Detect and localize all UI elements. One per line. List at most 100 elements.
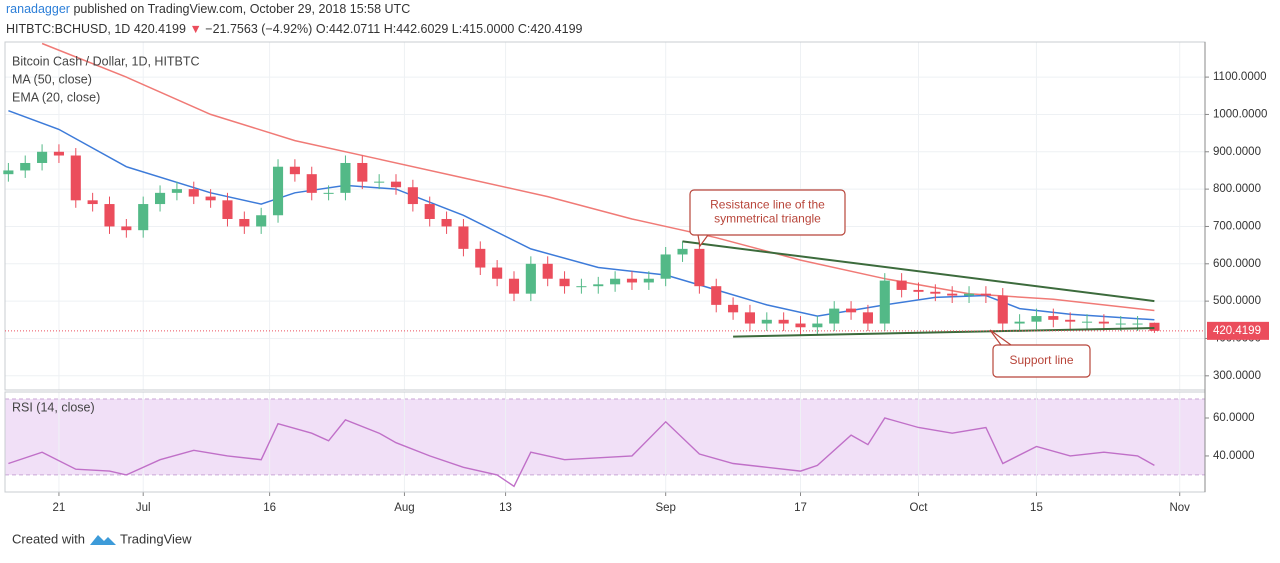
y-tick-label: 1000.0000: [1213, 108, 1267, 120]
candle-body: [1098, 321, 1109, 324]
candle-body: [728, 304, 739, 313]
y-tick-label: 600.0000: [1213, 258, 1261, 270]
x-tick-label: Jul: [136, 502, 151, 514]
candle-body: [795, 323, 806, 328]
x-tick-label: 13: [499, 502, 512, 514]
trendline: [733, 327, 1155, 338]
published: published on TradingView.com, October 29…: [73, 2, 410, 16]
candle-body: [542, 263, 553, 279]
candle-body: [576, 286, 587, 288]
candle-body: [980, 293, 991, 296]
candle-body: [222, 200, 233, 219]
last-price-box: [1207, 321, 1269, 340]
y-tick-label: 900.0000: [1213, 146, 1261, 158]
candle-body: [1132, 323, 1143, 325]
ohlc: O:442.0711 H:442.6029 L:415.0000 C:420.4…: [316, 22, 583, 36]
candle-body: [643, 278, 654, 283]
candle-body: [761, 319, 772, 324]
candle-body: [20, 162, 31, 171]
candle-body: [1115, 323, 1126, 325]
candle-body: [37, 151, 48, 163]
candle-body: [610, 278, 621, 285]
annotation-pointer: [989, 329, 1012, 346]
candle-body: [896, 280, 907, 290]
panes: 21Jul16Aug13Sep17Oct15Nov300.0000400.000…: [3, 41, 1269, 514]
x-tick-label: 16: [263, 502, 276, 514]
candle-body: [947, 293, 958, 296]
indicator-line: [41, 42, 1155, 312]
price: 420.4199: [134, 22, 186, 36]
candle-body: [306, 174, 317, 193]
candle-body: [475, 248, 486, 268]
y-tick-label: 300.0000: [1213, 370, 1261, 382]
annotation-text: symmetrical triangle: [714, 212, 821, 226]
change: −21.7563 (−4.92%): [205, 22, 312, 36]
candle-body: [256, 215, 267, 227]
legend-entry: EMA (20, close): [12, 90, 100, 104]
candle-body: [3, 170, 14, 175]
candle-body: [829, 308, 840, 324]
candle-body: [778, 319, 789, 324]
rsi-line: [8, 417, 1155, 488]
candle-body: [188, 189, 199, 197]
candle-body: [374, 181, 385, 183]
candle-body: [272, 166, 284, 216]
candle-body: [87, 200, 98, 205]
candle-body: [492, 267, 503, 279]
candle-body: [711, 286, 722, 305]
candle-body: [1065, 319, 1076, 322]
brand-logo: [90, 535, 116, 545]
rsi-tick-label: 60.0000: [1213, 412, 1255, 424]
candle-body: [155, 192, 166, 205]
candle-body: [70, 155, 81, 201]
y-tick-label: 800.0000: [1213, 183, 1261, 195]
rsi-title: RSI (14, close): [12, 400, 95, 414]
x-tick-label: Oct: [910, 502, 929, 514]
author[interactable]: ranadagger: [6, 2, 70, 16]
candle-body: [138, 204, 149, 231]
candle-body: [407, 187, 418, 205]
candle-body: [626, 278, 638, 283]
x-tick-label: 21: [53, 502, 66, 514]
candle-body: [1081, 321, 1093, 323]
candle-body: [121, 226, 132, 231]
candle-body: [593, 284, 604, 287]
candle-body: [53, 151, 64, 156]
candle-body: [340, 162, 351, 193]
candle-body: [862, 312, 873, 324]
candle-body: [205, 196, 216, 201]
candle-body: [812, 323, 823, 328]
trendline: [682, 240, 1155, 303]
candle-body: [677, 248, 688, 255]
candle-body: [963, 293, 975, 296]
candle-body: [171, 189, 182, 193]
footer-brand[interactable]: TradingView: [120, 531, 192, 546]
candle-body: [390, 181, 402, 188]
annotation-box: [992, 344, 1091, 378]
x-tick-label: 17: [794, 502, 807, 514]
candle-body: [1014, 321, 1025, 324]
candle-body: [357, 162, 368, 182]
annotation-box: [689, 189, 846, 236]
candle-body: [930, 291, 941, 294]
symbol-line: HITBTC:BCHUSD, 1D 420.4199 ▼ −21.7563 (−…: [6, 22, 583, 36]
candle-body: [1048, 316, 1059, 320]
candle-body: [660, 254, 671, 279]
symbol: HITBTC:BCHUSD, 1D: [6, 22, 130, 36]
x-tick-label: Sep: [655, 502, 675, 514]
candle-body: [525, 263, 536, 294]
annotation-text: Resistance line of the: [710, 198, 825, 212]
y-tick-label: 1100.0000: [1213, 71, 1267, 83]
annotation-pointer: [697, 234, 709, 248]
candle-body: [1031, 316, 1042, 322]
candle-body: [104, 204, 115, 227]
candle-body: [424, 204, 435, 219]
footer-created: Created with: [12, 531, 85, 546]
rsi-tick-label: 40.0000: [1213, 450, 1255, 462]
candle-body: [441, 218, 452, 227]
x-tick-label: Aug: [394, 502, 414, 514]
candle-body: [744, 312, 755, 324]
chart-title: Bitcoin Cash / Dollar, 1D, HITBTC: [12, 54, 200, 68]
